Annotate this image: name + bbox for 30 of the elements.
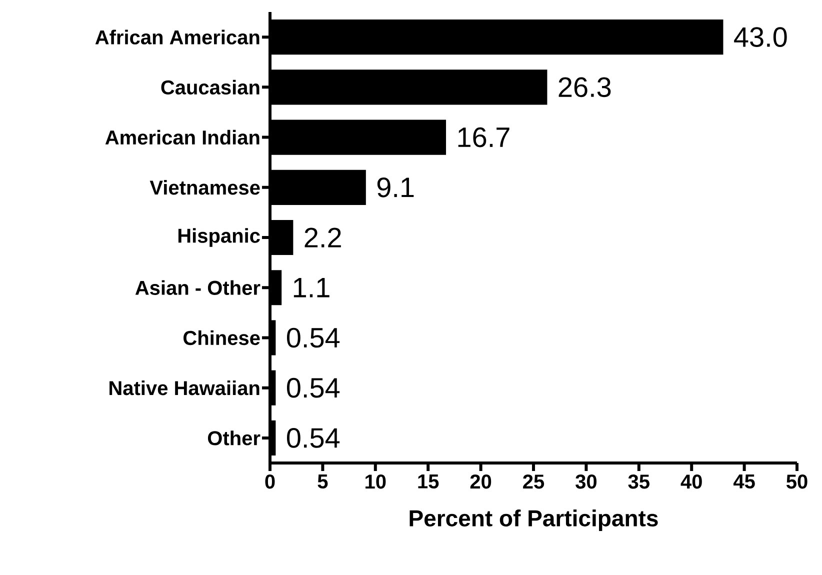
data-label: 26.3	[558, 77, 611, 98]
data-label: 0.54	[286, 328, 340, 348]
data-label: 1.1	[294, 278, 330, 298]
y-tick-label: Asian - Other	[135, 280, 260, 295]
y-tick-label: American Indian	[105, 130, 260, 145]
data-label: 43.0	[734, 27, 787, 47]
y-tick-label: Native Hawaiian	[110, 380, 260, 396]
x-axis-title: Percent of Participants	[410, 510, 658, 531]
y-tick-label: Other	[208, 430, 260, 446]
x-tick-label: 30	[576, 474, 596, 489]
x-tick-label: 35	[628, 474, 650, 489]
x-tick-label: 10	[366, 474, 386, 489]
data-label: 9.1	[377, 177, 414, 198]
data-label: 16.7	[458, 127, 510, 148]
x-tick-label: 0	[265, 474, 275, 489]
x-tick-label: 50	[786, 474, 808, 489]
y-tick-label: Hispanic	[178, 228, 260, 247]
y-tick-label: Caucasian	[161, 80, 260, 95]
data-label: 0.54	[286, 428, 340, 448]
y-tick-label: African American	[95, 30, 260, 44]
x-tick-label: 15	[418, 474, 439, 488]
y-tick-label: Vietnamese	[150, 180, 260, 195]
y-tick-label: Chinese	[184, 330, 260, 346]
data-label: 0.54	[286, 378, 340, 398]
x-tick-label: 5	[318, 474, 328, 488]
x-tick-label: 40	[680, 474, 702, 489]
data-label: 2.2	[304, 228, 341, 248]
x-tick-label: 45	[733, 474, 755, 488]
x-tick-label: 25	[523, 474, 544, 489]
x-tick-label: 20	[470, 474, 492, 489]
